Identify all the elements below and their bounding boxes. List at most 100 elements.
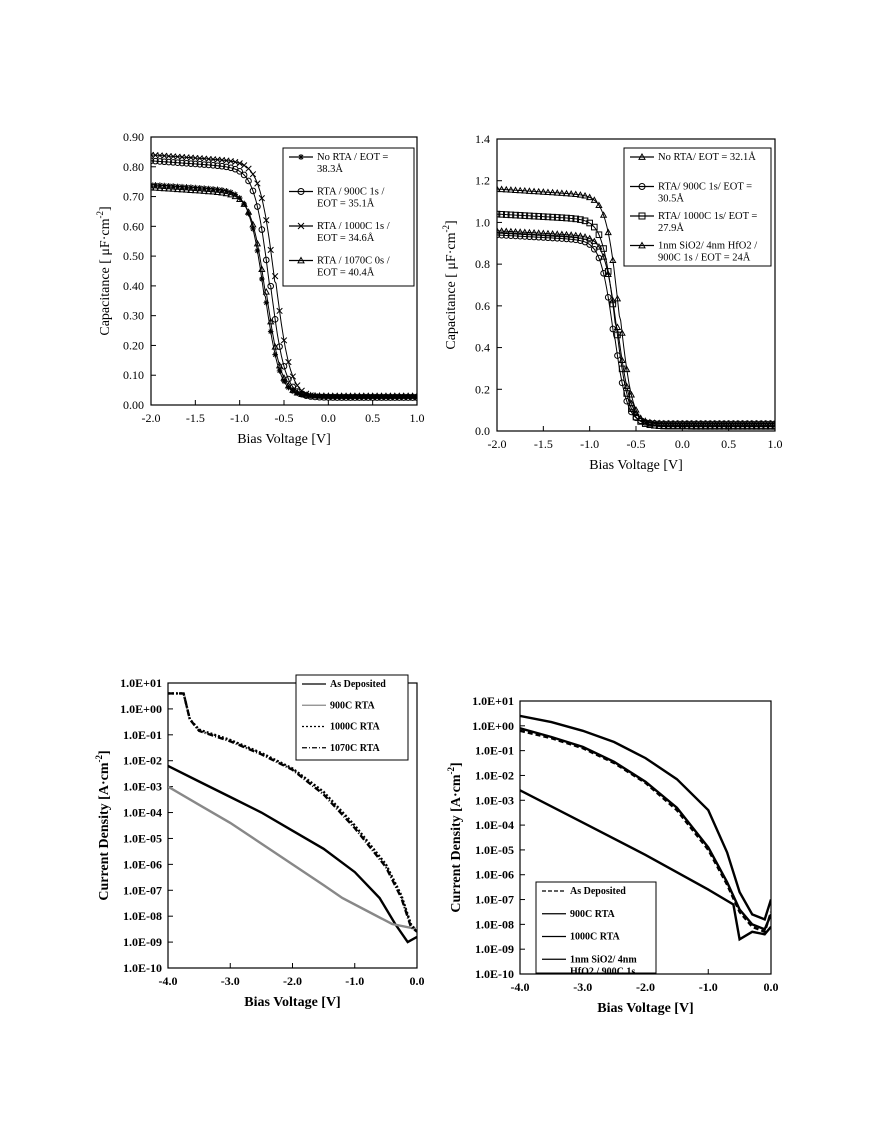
data-point (572, 215, 580, 223)
data-point (516, 232, 524, 240)
data-point (604, 228, 612, 236)
y-tick-label: 1.0E-09 (475, 942, 514, 956)
data-point (276, 368, 283, 374)
data-point (512, 211, 519, 219)
data-point (209, 187, 217, 195)
data-point (729, 422, 737, 430)
data-point (544, 229, 552, 237)
legend-label: RTA / 900C 1s / EOT = 35.1Å (317, 187, 384, 210)
legend-marker (638, 241, 646, 249)
y-axis-label-bracket: ] (97, 750, 112, 755)
x-tick-label: 1.0 (410, 411, 425, 425)
data-point (623, 397, 631, 405)
data-point (196, 186, 204, 194)
data-point (214, 162, 221, 170)
data-point (544, 234, 552, 242)
x-axis-label: Bias Voltage [V] (597, 1001, 693, 1016)
data-point (604, 294, 612, 301)
data-point (267, 246, 274, 254)
data-point (262, 288, 270, 295)
y-tick-label: 1.0E-10 (123, 961, 162, 975)
y-tick-label: 1.0E-02 (475, 768, 514, 782)
data-point (498, 231, 505, 239)
y-axis-label: Capacitance [ μF·cm-2] (95, 206, 113, 335)
cv-chart-left: -2.0 -1.5 -1.0 -0.5 0.0 0.5 1.0 0.00 0.10 0.20 0.3… (95, 130, 425, 447)
series-3 (520, 789, 771, 942)
data-point (600, 269, 607, 277)
legend-box (295, 674, 409, 761)
y-tick-label: 0.6 (475, 299, 490, 313)
data-point (205, 161, 212, 169)
data-point (178, 159, 186, 167)
legend-label-line: 1nm SiO2/ 4nm (570, 954, 637, 965)
legend-box (282, 147, 415, 287)
y-axis-label-text: Current Density [A·cm (449, 774, 464, 912)
x-tick-label: -1.0 (230, 411, 249, 425)
data-point (655, 422, 663, 430)
legend-label: 1nm SiO2/ 4nm HfO2 / 900C 1s (570, 954, 637, 977)
data-point (567, 235, 575, 243)
data-point (674, 422, 682, 430)
data-point (276, 307, 283, 315)
data-point (395, 392, 403, 399)
data-point (609, 256, 617, 264)
data-point (521, 228, 529, 236)
y-tick-label: 1.0E-03 (123, 780, 162, 794)
legend-label: No RTA/ EOT = 32.1Å (658, 151, 756, 163)
data-point (507, 186, 515, 193)
data-point (165, 184, 173, 192)
y-axis-label-text: Capacitance [ μF·cm (444, 232, 459, 349)
data-point (526, 233, 533, 241)
data-point (590, 237, 598, 245)
x-tick-label: 0.0 (675, 437, 690, 451)
data-point (382, 392, 390, 399)
y-tick-label: 1.0E-08 (123, 909, 162, 923)
data-point (156, 184, 164, 191)
data-point (333, 392, 341, 399)
y-tick-label: 1.0E-07 (475, 893, 514, 907)
data-point (218, 188, 226, 196)
data-point (512, 232, 519, 240)
data-point (539, 229, 547, 237)
legend-label: As Deposited (570, 886, 626, 897)
data-point (591, 223, 598, 231)
data-point (711, 422, 719, 430)
data-point (743, 422, 751, 430)
data-point (222, 189, 231, 197)
legend-label-line: 900C RTA (330, 700, 376, 711)
data-point (558, 230, 566, 238)
x-tick-label: 0.0 (410, 974, 425, 988)
series-1 (168, 785, 417, 931)
series-line (520, 714, 771, 921)
data-point (174, 159, 181, 166)
data-point (516, 228, 524, 235)
data-point (245, 177, 252, 185)
data-point (572, 190, 580, 198)
y-tick-label: 1.0E-04 (123, 806, 162, 820)
data-point (200, 187, 208, 194)
data-point (502, 185, 510, 193)
data-point (294, 382, 301, 389)
data-point (240, 171, 248, 179)
data-point (511, 186, 520, 193)
data-point (245, 165, 252, 172)
series-0 (168, 764, 417, 944)
data-point (762, 422, 770, 430)
data-point (271, 316, 279, 323)
y-tick-label: 0.20 (123, 338, 144, 352)
data-point (232, 158, 239, 166)
data-point (337, 392, 346, 399)
data-point (502, 232, 510, 239)
data-point (544, 188, 552, 196)
y-tick-label: 0.70 (123, 190, 144, 204)
x-tick-label: -2.0 (488, 437, 507, 451)
data-point (771, 422, 775, 430)
data-point (169, 185, 177, 192)
data-point (497, 231, 501, 239)
data-point (497, 210, 501, 218)
data-point (263, 217, 270, 224)
y-tick-label: 1.0E-04 (475, 818, 514, 832)
data-point (254, 180, 261, 187)
data-point (267, 317, 275, 325)
data-point (249, 187, 257, 195)
